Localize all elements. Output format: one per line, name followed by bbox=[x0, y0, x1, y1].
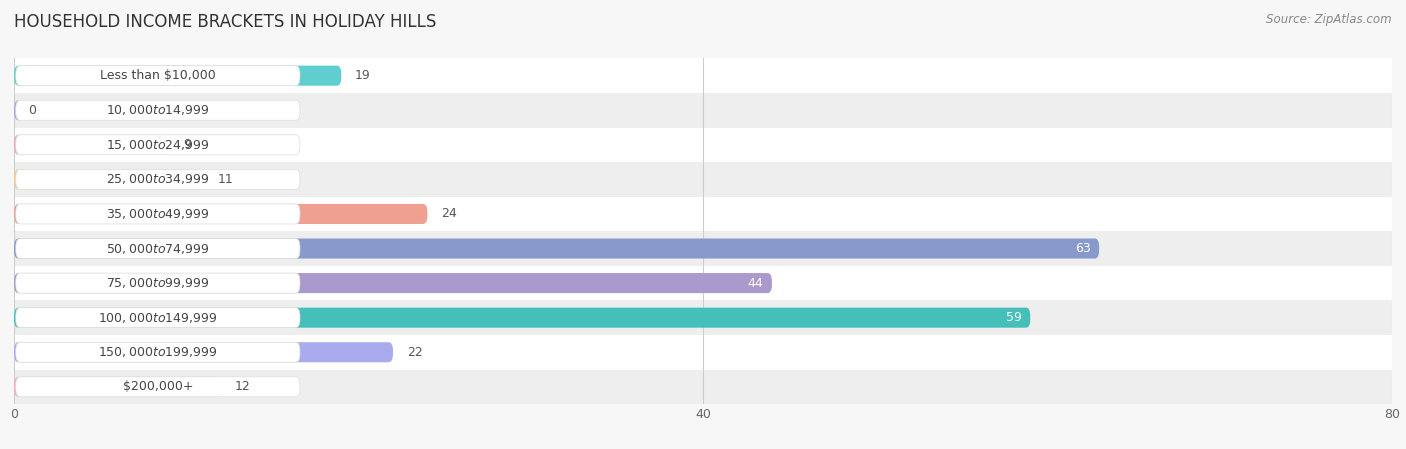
Text: 59: 59 bbox=[1005, 311, 1022, 324]
FancyBboxPatch shape bbox=[14, 66, 342, 86]
Text: 24: 24 bbox=[441, 207, 457, 220]
Text: 11: 11 bbox=[218, 173, 233, 186]
Text: $200,000+: $200,000+ bbox=[122, 380, 193, 393]
Bar bbox=[14, 335, 1392, 370]
Bar bbox=[14, 58, 1392, 93]
Bar bbox=[14, 370, 1392, 404]
Text: 12: 12 bbox=[235, 380, 250, 393]
Text: $150,000 to $199,999: $150,000 to $199,999 bbox=[98, 345, 218, 359]
Text: $50,000 to $74,999: $50,000 to $74,999 bbox=[105, 242, 209, 255]
FancyBboxPatch shape bbox=[14, 100, 22, 120]
Text: 44: 44 bbox=[748, 277, 763, 290]
FancyBboxPatch shape bbox=[14, 238, 1099, 259]
Text: $15,000 to $24,999: $15,000 to $24,999 bbox=[105, 138, 209, 152]
Bar bbox=[14, 266, 1392, 300]
FancyBboxPatch shape bbox=[15, 342, 299, 362]
Bar bbox=[14, 231, 1392, 266]
Text: $10,000 to $14,999: $10,000 to $14,999 bbox=[105, 103, 209, 117]
FancyBboxPatch shape bbox=[15, 377, 299, 397]
Bar bbox=[14, 93, 1392, 128]
Text: HOUSEHOLD INCOME BRACKETS IN HOLIDAY HILLS: HOUSEHOLD INCOME BRACKETS IN HOLIDAY HIL… bbox=[14, 13, 436, 31]
Text: Source: ZipAtlas.com: Source: ZipAtlas.com bbox=[1267, 13, 1392, 26]
FancyBboxPatch shape bbox=[15, 273, 299, 293]
FancyBboxPatch shape bbox=[14, 273, 772, 293]
FancyBboxPatch shape bbox=[14, 135, 169, 155]
Text: $35,000 to $49,999: $35,000 to $49,999 bbox=[105, 207, 209, 221]
FancyBboxPatch shape bbox=[14, 377, 221, 397]
FancyBboxPatch shape bbox=[15, 100, 299, 120]
FancyBboxPatch shape bbox=[14, 204, 427, 224]
Text: 19: 19 bbox=[356, 69, 371, 82]
Text: Less than $10,000: Less than $10,000 bbox=[100, 69, 215, 82]
Text: 0: 0 bbox=[28, 104, 35, 117]
Text: $25,000 to $34,999: $25,000 to $34,999 bbox=[105, 172, 209, 186]
FancyBboxPatch shape bbox=[15, 66, 299, 86]
Text: 63: 63 bbox=[1074, 242, 1091, 255]
Text: 9: 9 bbox=[183, 138, 191, 151]
FancyBboxPatch shape bbox=[14, 169, 204, 189]
FancyBboxPatch shape bbox=[14, 342, 394, 362]
FancyBboxPatch shape bbox=[15, 238, 299, 259]
Bar bbox=[14, 300, 1392, 335]
Bar bbox=[14, 128, 1392, 162]
Bar bbox=[14, 197, 1392, 231]
FancyBboxPatch shape bbox=[15, 204, 299, 224]
FancyBboxPatch shape bbox=[15, 308, 299, 328]
FancyBboxPatch shape bbox=[15, 169, 299, 189]
Bar bbox=[14, 162, 1392, 197]
FancyBboxPatch shape bbox=[15, 135, 299, 155]
Text: 22: 22 bbox=[406, 346, 423, 359]
Text: $75,000 to $99,999: $75,000 to $99,999 bbox=[105, 276, 209, 290]
FancyBboxPatch shape bbox=[14, 308, 1031, 328]
Text: $100,000 to $149,999: $100,000 to $149,999 bbox=[98, 311, 218, 325]
